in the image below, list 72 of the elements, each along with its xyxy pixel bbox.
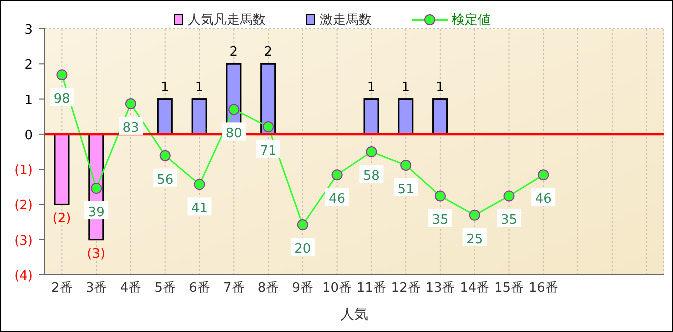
data-label: 56	[157, 172, 174, 188]
point	[125, 98, 136, 110]
x-tick-label: 5番	[154, 281, 176, 296]
data-label: 2	[230, 45, 238, 60]
x-tick-label: 16番	[528, 281, 558, 296]
data-label: 71	[260, 144, 277, 160]
y-tick-label: (2)	[14, 198, 33, 214]
data-label: 1	[195, 80, 204, 96]
legend-label: 人気凡走馬数	[187, 12, 266, 29]
point	[366, 146, 378, 158]
y-tick-label: (3)	[14, 234, 33, 249]
x-tick-label: 13番	[426, 281, 456, 296]
point	[332, 170, 343, 181]
point	[56, 70, 68, 81]
x-tick-label: 9番	[292, 281, 314, 296]
x-tick-label: 7番	[224, 281, 245, 296]
x-tick-label: 8番	[258, 281, 280, 296]
x-tick-label: 11番	[356, 281, 386, 296]
data-label: 80	[226, 126, 242, 142]
data-label: 20	[294, 242, 312, 258]
y-tick-label: 0	[24, 128, 33, 144]
bar	[157, 98, 173, 136]
x-tick-label: 3番	[86, 281, 108, 296]
point	[160, 150, 171, 162]
data-label: 1	[402, 80, 410, 96]
data-label: 1	[367, 80, 376, 96]
data-label: 35	[500, 213, 518, 228]
point	[263, 122, 274, 133]
data-label: (3)	[87, 246, 106, 262]
point	[434, 190, 446, 202]
data-label: 58	[363, 169, 380, 184]
x-tick-label: 10番	[322, 281, 352, 296]
x-tick-label: 2番	[52, 281, 73, 296]
data-label: 1	[161, 80, 170, 96]
bar	[398, 98, 414, 136]
data-label: 51	[398, 182, 414, 198]
x-tick-label: 6番	[189, 281, 210, 296]
data-label: 2	[264, 45, 272, 60]
bar	[364, 98, 380, 136]
x-tick-label: 12番	[391, 281, 421, 296]
legend-label: 検定値	[451, 12, 491, 29]
data-label: (2)	[52, 212, 72, 227]
y-tick-label: (1)	[14, 164, 33, 179]
data-label: 39	[88, 206, 105, 221]
bar	[54, 134, 70, 206]
x-tick-label: 15番	[494, 281, 524, 296]
y-tick-label: (4)	[14, 269, 33, 284]
point	[400, 160, 412, 171]
point	[228, 104, 240, 116]
point	[504, 190, 515, 202]
data-label: 46	[535, 192, 552, 208]
point	[469, 210, 480, 221]
point	[297, 220, 308, 231]
data-label: 46	[329, 192, 346, 208]
data-label: 98	[54, 92, 70, 108]
data-label: 1	[436, 80, 444, 96]
x-tick-label: 14番	[460, 281, 490, 296]
data-label: 35	[432, 213, 449, 228]
x-axis-title: 人気	[340, 307, 368, 323]
y-tick-label: 2	[24, 58, 33, 74]
point	[91, 183, 102, 194]
bar	[192, 98, 208, 136]
point	[194, 179, 206, 190]
data-label: 25	[466, 232, 484, 248]
legend-label: 激走馬数	[319, 12, 372, 29]
data-label: 41	[191, 202, 208, 217]
y-tick-label: 3	[24, 23, 33, 38]
point	[538, 170, 550, 181]
bar	[432, 98, 448, 136]
data-label: 83	[122, 120, 140, 136]
y-tick-label: 1	[24, 93, 33, 108]
x-tick-label: 4番	[120, 281, 142, 296]
